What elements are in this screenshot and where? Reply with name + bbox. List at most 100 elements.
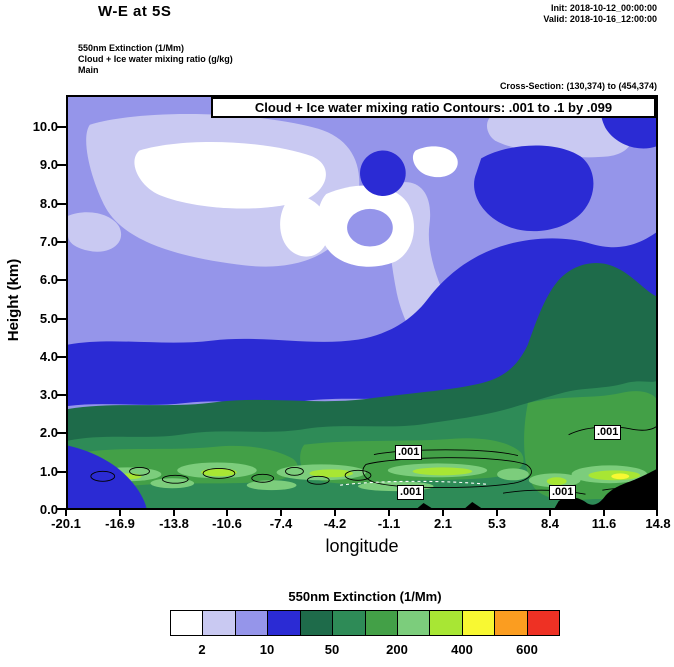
y-tick-label: 4.0: [39, 349, 58, 364]
x-tick: [226, 510, 228, 516]
y-tick-label: 9.0: [39, 157, 58, 172]
fill-ring-hole: [347, 208, 393, 247]
x-tick-label: 11.6: [591, 516, 617, 531]
colorbar-tick-label: 600: [516, 642, 538, 657]
x-tick: [119, 510, 121, 516]
contour-label: .001: [549, 485, 577, 500]
product-line-mixing-ratio: Cloud + Ice water mixing ratio (g/kg): [78, 54, 233, 64]
x-tick: [388, 510, 390, 516]
y-tick-label: 6.0: [39, 272, 58, 287]
contour-line: [161, 474, 189, 484]
y-tick-label: 2.0: [39, 425, 58, 440]
fill-streak: [546, 477, 567, 486]
y-tick-label: 0.0: [39, 502, 58, 517]
valid-time: Valid: 2018-10-16_12:00:00: [543, 14, 657, 24]
colorbar-cell: [430, 611, 463, 635]
contour-line-dashed: [340, 480, 487, 486]
init-valid-times: Init: 2018-10-12_00:00:00 Valid: 2018-10…: [543, 3, 657, 25]
colorbar-tick-label: 200: [386, 642, 408, 657]
x-axis-title: longitude: [325, 536, 399, 556]
contour-line: [602, 485, 656, 491]
mixing-ratio-contours: [90, 426, 656, 495]
y-tick-label: 7.0: [39, 234, 58, 249]
x-tick: [656, 510, 658, 516]
colorbar-cell: [527, 611, 560, 635]
y-tick-label: 5.0: [39, 311, 58, 326]
colorbar-tick-label: 10: [259, 642, 275, 657]
x-tick: [496, 510, 498, 516]
x-tick-label: -4.2: [323, 516, 347, 531]
cross-section-label: Cross-Section: (130,374) to (454,374): [499, 81, 657, 91]
colorbar-tick-label: 2: [198, 642, 206, 657]
x-tick: [173, 510, 175, 516]
fill-blob: [68, 445, 147, 508]
contour-line: [344, 469, 372, 481]
colorbar-cell: [235, 611, 269, 635]
x-tick: [442, 510, 444, 516]
y-tick-label: 1.0: [39, 464, 58, 479]
x-tick: [334, 510, 336, 516]
fill-streak: [412, 467, 473, 476]
contour-line: [129, 466, 150, 476]
page-title: W-E at 5S: [98, 3, 172, 20]
product-line-domain: Main: [78, 65, 99, 75]
x-tick-label: -13.8: [159, 516, 189, 531]
fill-streak: [497, 468, 529, 481]
product-line-extinction: 550nm Extinction (1/Mm): [78, 43, 185, 53]
colorbar-cell: [462, 611, 496, 635]
x-tick-label: 8.4: [540, 516, 560, 531]
fill-streak: [611, 473, 630, 480]
x-tick-label: -10.6: [212, 516, 242, 531]
colorbar-tick-label: 400: [451, 642, 473, 657]
fill-streak: [201, 468, 237, 477]
y-tick: [57, 471, 66, 473]
colorbar: [170, 610, 560, 636]
y-tick: [57, 508, 66, 510]
contour-label: .001: [395, 445, 423, 460]
colorbar-cell: [203, 611, 236, 635]
x-tick: [280, 510, 282, 516]
x-tick: [549, 510, 551, 516]
product-description: 550nm Extinction (1/Mm) Cloud + Ice wate…: [78, 43, 233, 76]
y-tick: [57, 164, 66, 166]
x-tick-label: 5.3: [487, 516, 507, 531]
x-tick-label: 2.1: [433, 516, 453, 531]
contour-line: [285, 466, 304, 476]
y-tick: [57, 432, 66, 434]
y-tick: [57, 394, 66, 396]
contour-label: .001: [594, 425, 622, 440]
contour-info-banner: Cloud + Ice water mixing ratio Contours:…: [211, 97, 656, 118]
colorbar-tick-label: 50: [324, 642, 340, 657]
fill-streak: [309, 469, 354, 478]
x-tick-label: -16.9: [105, 516, 135, 531]
colorbar-cell: [171, 611, 204, 635]
terrain-fill: [554, 469, 656, 508]
x-tick-label: -20.1: [51, 516, 81, 531]
y-tick: [57, 126, 66, 128]
colorbar-cell: [397, 611, 431, 635]
terrain-fill: [465, 502, 482, 508]
fill-blob: [68, 212, 122, 252]
colorbar-cell: [268, 611, 301, 635]
x-tick-label: -1.1: [377, 516, 401, 531]
plot-area: Cloud + Ice water mixing ratio Contours:…: [66, 95, 658, 510]
y-tick: [57, 203, 66, 205]
fill-streak: [246, 480, 297, 491]
contour-line: [373, 449, 519, 456]
y-tick: [57, 318, 66, 320]
contour-line: [251, 473, 275, 483]
x-tick-label: 14.8: [645, 516, 671, 531]
y-tick: [57, 356, 66, 358]
terrain-fill: [417, 503, 432, 508]
x-tick: [65, 510, 67, 516]
colorbar-cell: [333, 611, 366, 635]
y-tick-label: 3.0: [39, 387, 58, 402]
fill-blob: [360, 150, 406, 197]
fill-blob: [412, 146, 458, 178]
fill-blob: [474, 145, 594, 232]
contour-line: [502, 489, 586, 495]
contour-line: [90, 470, 116, 482]
contour-line: [568, 426, 656, 436]
contour-line: [362, 457, 532, 489]
